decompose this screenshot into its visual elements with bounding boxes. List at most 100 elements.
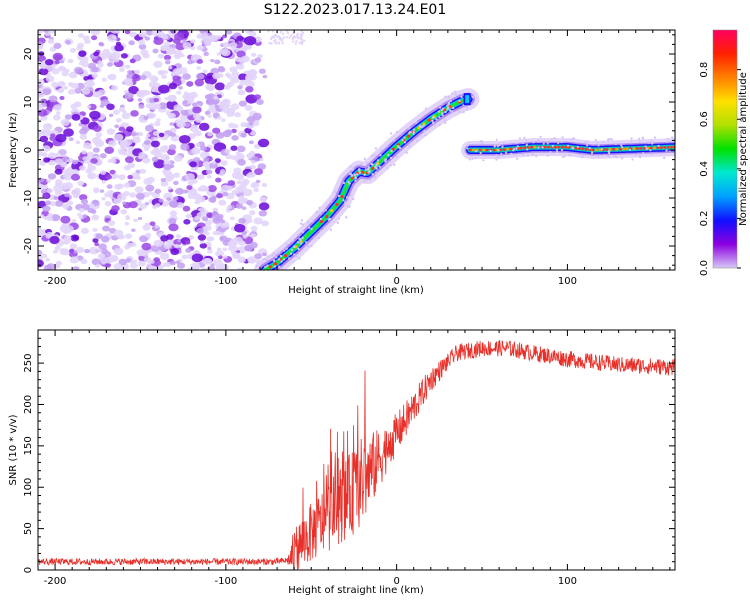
noise-blob [54,168,63,175]
noise-blob [71,169,79,176]
noise-blob [253,187,259,192]
trace-speckle [373,153,376,157]
snr-y-label: SNR (10 * v/v) [8,414,19,485]
noise-blob [131,132,137,137]
noise-blob [250,225,258,231]
noise-blob [161,44,170,51]
noise-blob [161,74,167,79]
noise-blob [137,216,143,221]
noise-blob [173,53,182,60]
trace-speckle [553,136,556,140]
x-tick-label: 0 [393,276,399,287]
noise-blob [137,131,144,137]
trace-speckle [572,147,575,150]
trace-speckle [550,137,553,140]
trace-speckle [424,133,427,137]
noise-blob [221,267,228,270]
noise-blob [157,53,165,59]
noise-blob [88,103,97,111]
noise-blob [112,57,120,63]
trace-speckle [594,138,597,142]
noise-blob [120,141,130,149]
trace-speckle [345,216,348,219]
trace-speckle [368,178,372,181]
trace-speckle [647,140,650,143]
noise-blob [246,153,252,158]
noise-blob [113,229,124,238]
trace-speckle [398,146,402,150]
trace-speckle [432,121,435,125]
noise-blob [165,60,171,65]
noise-blob [175,187,184,195]
trace-speckle [349,194,353,197]
trace-speckle [280,260,283,263]
noise-blob [128,201,138,209]
noise-blob [213,259,223,267]
trace-speckle [336,221,340,224]
noise-blob [254,57,262,63]
noise-blob [91,73,99,79]
noise-blob [45,75,55,83]
trace-speckle [608,155,611,158]
trace-speckle [310,227,313,231]
trace-speckle [385,144,389,148]
noise-blob [118,126,126,132]
noise-blob [153,37,164,45]
noise-blob [190,262,200,270]
noise-blob [134,186,144,194]
noise-blob [93,91,102,98]
x-tick-label: -100 [215,276,238,287]
trace-core-dot [622,147,626,151]
trace-speckle [255,264,259,268]
trace-speckle [389,164,392,167]
noise-blob [255,179,261,184]
heatmap-x-ticks: -200 -100 0 100 [37,30,671,287]
noise-blob [179,135,191,144]
noise-blob [173,172,181,178]
noise-blob [197,234,207,241]
noise-blob [120,53,128,59]
trace-speckle [375,163,378,166]
noise-blob [129,262,138,269]
noise-blob [136,90,147,98]
trace-speckle [567,144,570,147]
noise-blob [61,249,70,256]
trace-core-dot [554,145,557,149]
noise-blob [79,134,88,140]
noise-blob [63,86,68,90]
noise-blob [195,143,201,147]
noise-blob [214,104,219,109]
noise-blob [206,212,213,218]
trace-speckle [283,249,286,252]
trace-core-dot [273,262,277,266]
noise-speckle [300,30,303,33]
noise-blob [52,249,59,254]
noise-blob [118,107,125,112]
noise-blob [124,64,131,69]
noise-speckle [300,42,304,45]
noise-blob [237,85,243,90]
noise-blob [107,220,116,227]
noise-blob [121,151,128,156]
trace-speckle [525,143,528,146]
colorbar: 0.0 0.2 0.4 0.6 0.8 Normalized spectral ampl… [699,29,749,276]
trace-core-dot [581,147,585,151]
noise-blob [185,213,193,219]
trace-speckle [285,247,288,250]
trace-speckle [596,141,599,144]
noise-blob [118,258,128,266]
noise-blob [55,260,63,266]
trace-core-dot [639,147,643,150]
noise-blob [193,130,202,137]
trace-speckle [536,138,540,142]
noise-blob [65,40,71,45]
trace-speckle [462,110,465,114]
noise-blob [91,35,98,41]
trace-speckle [440,112,444,115]
trace-speckle [669,140,673,143]
noise-blob [231,128,237,134]
noise-blob [150,149,157,155]
noise-blob [70,82,79,89]
trace-speckle [522,154,525,157]
noise-blob [77,180,85,186]
